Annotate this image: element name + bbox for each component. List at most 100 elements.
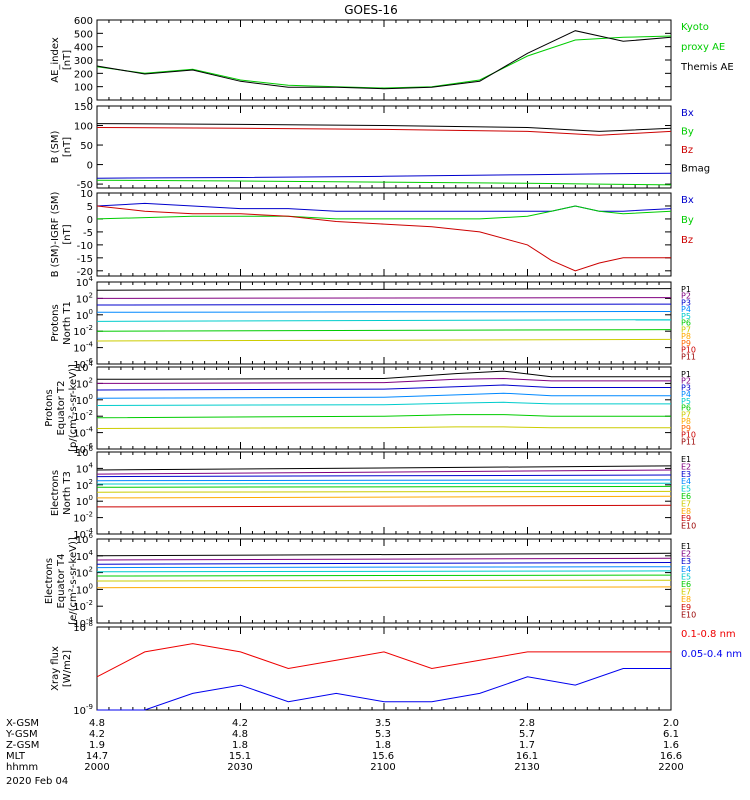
- y-tick-label: 0: [87, 215, 93, 226]
- y-tick-label: 102: [76, 566, 93, 580]
- legend-label: P2: [681, 377, 691, 386]
- y-axis-label: North T1: [62, 301, 73, 345]
- legend-label: P6: [681, 404, 691, 413]
- series-line-e2: [96, 469, 672, 475]
- y-tick-label: -15: [77, 254, 93, 265]
- legend-label: P10: [681, 431, 696, 440]
- y-axis-label: Electrons: [50, 470, 61, 516]
- series-line-kyoto-proxy-ae: [96, 35, 672, 89]
- series-line-e3: [96, 474, 672, 478]
- y-tick-label: 10-4: [73, 616, 93, 630]
- ephemeris-value: 6.1: [663, 729, 679, 740]
- series-line-bz: [96, 205, 671, 272]
- series-line-p6: [96, 414, 671, 419]
- series-line-e1: [96, 552, 672, 557]
- y-tick-label: 10-2: [73, 511, 93, 525]
- series-line-e4: [96, 479, 672, 482]
- y-axis-label: B (SM): [50, 130, 61, 163]
- y-tick-label: -10: [77, 241, 93, 252]
- series-line-e5: [96, 482, 672, 485]
- series-line-0-05-0-4-nm: [97, 668, 671, 711]
- figure-title: GOES-16: [344, 3, 398, 17]
- series-line-e7: [96, 579, 672, 582]
- series-line-p4: [96, 392, 671, 399]
- series-line-p7: [96, 338, 672, 342]
- y-tick-label: 0: [87, 96, 93, 107]
- y-tick-label: 100: [76, 582, 93, 596]
- legend-label: E10: [681, 610, 696, 619]
- series-line-0-1-0-8-nm: [96, 643, 671, 678]
- y-tick-label: 10-4: [73, 527, 93, 541]
- legend-label: E5: [681, 572, 691, 581]
- y-tick-label: 106: [76, 445, 94, 459]
- y-axis-label: B (SM)-IGRF (SM): [50, 192, 61, 278]
- series-line-p7: [96, 426, 671, 429]
- series-line-e8: [96, 495, 672, 499]
- panel-xray: 10-9 10-8 Xray flux [W/m2] 0.1-0.8 nm 0.05-0.…: [50, 620, 742, 717]
- y-tick-label: 100: [74, 122, 93, 133]
- legend-label: P1: [681, 285, 691, 294]
- ephemeris-value: 15.6: [372, 751, 394, 762]
- series-line-e4: [96, 566, 672, 569]
- legend-label: E2: [681, 462, 691, 471]
- legend-label: E4: [681, 477, 691, 486]
- legend-label: E5: [681, 485, 691, 494]
- y-axis-label: Equator T2: [56, 381, 67, 436]
- ephemeris-value: 2000: [84, 762, 109, 773]
- series-line-p2: [96, 377, 671, 384]
- legend-label: proxy AE: [681, 42, 725, 53]
- series-line-p1: [96, 370, 671, 380]
- y-tick-label: 300: [74, 56, 93, 67]
- y-axis-label: [nT]: [62, 50, 73, 70]
- y-tick-label: 102: [76, 478, 93, 492]
- y-tick-label: -5: [83, 228, 93, 239]
- ephemeris-table: X-GSM 4.8 4.2 3.5 2.8 2.0Y-GSM 4.2 4.8 5.3 5.7 6.1…: [5, 718, 684, 787]
- y-axis-label: [nT]: [62, 224, 73, 244]
- ephemeris-value: 5.7: [519, 729, 535, 740]
- ephemeris-value: 15.1: [229, 751, 251, 762]
- legend-label: P6: [681, 319, 691, 328]
- ephemeris-value: 4.2: [89, 729, 105, 740]
- series-line-e8: [96, 586, 672, 589]
- y-tick-label: 500: [74, 29, 93, 40]
- y-tick-label: 104: [76, 360, 94, 374]
- legend-label: E8: [681, 507, 691, 516]
- series-line-e5: [96, 570, 672, 573]
- legend-label: E2: [681, 550, 691, 559]
- series-line-p3: [96, 303, 672, 306]
- series-line-themis-ae: [96, 30, 672, 90]
- y-axis-label: AE_index: [50, 37, 61, 83]
- panel-ee: 10-4 10-2 100 102 104 106 Electrons Equator T4[…: [44, 532, 696, 630]
- ephemeris-row-label: hhmm: [6, 762, 38, 773]
- legend-label: E3: [681, 557, 691, 566]
- y-tick-label: 10-4: [73, 426, 93, 440]
- series-line-e1: [96, 465, 672, 471]
- y-tick-label: 10-9: [73, 703, 93, 717]
- y-axis-label: [W/m2]: [62, 650, 73, 687]
- ephemeris-value: 4.2: [232, 718, 248, 729]
- ephemeris-row-label: Y-GSM: [5, 729, 38, 740]
- ephemeris-row-label: Z-GSM: [6, 740, 39, 751]
- series-line-p4: [96, 311, 672, 313]
- y-tick-label: 600: [74, 16, 93, 27]
- y-tick-label: 10-2: [73, 324, 93, 338]
- legend-label: Bz: [681, 145, 693, 156]
- y-axis-label: North T3: [62, 471, 73, 515]
- y-axis-label: [nT]: [62, 137, 73, 157]
- legend-label: E4: [681, 565, 691, 574]
- legend-label: P8: [681, 417, 691, 426]
- y-tick-label: 10-6: [73, 357, 93, 371]
- legend-label: P2: [681, 292, 691, 301]
- legend-label: P9: [681, 424, 691, 433]
- ephemeris-value: 1.8: [232, 740, 248, 751]
- y-axis-label: Electrons: [44, 558, 55, 604]
- series-line-p3: [96, 384, 671, 391]
- ephemeris-value: 2200: [658, 762, 683, 773]
- y-tick-label: 100: [76, 393, 93, 407]
- y-tick-label: 150: [74, 102, 93, 113]
- legend-label: P3: [681, 298, 691, 307]
- legend-label: P9: [681, 339, 691, 348]
